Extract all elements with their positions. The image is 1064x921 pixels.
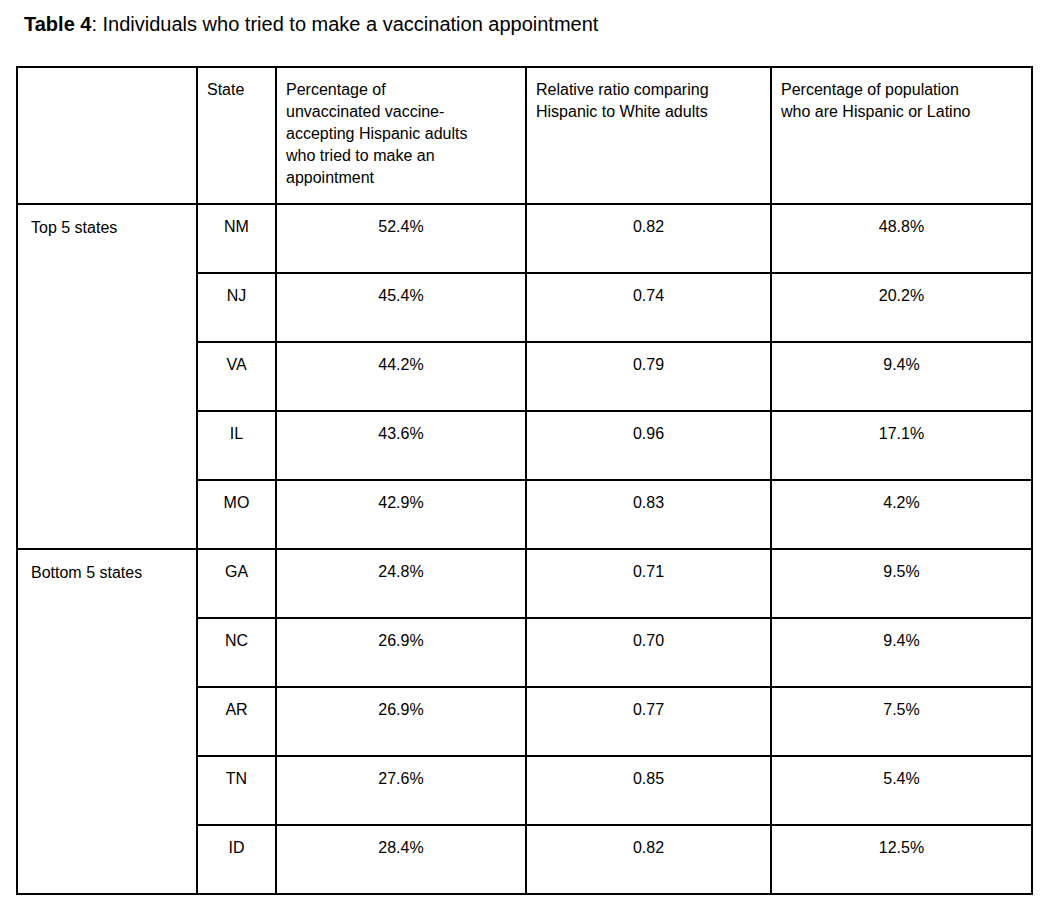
pct-pop-cell: 9.4% [771,618,1032,687]
state-cell: NM [197,204,276,273]
header-state: State [197,67,276,204]
header-row: State Percentage of unvaccinated vaccine… [17,67,1032,204]
table-caption-label: Table 4 [24,13,91,35]
pct-tried-cell: 26.9% [276,687,526,756]
pct-tried-cell: 24.8% [276,549,526,618]
pct-pop-cell: 7.5% [771,687,1032,756]
table-caption: Table 4: Individuals who tried to make a… [24,11,598,37]
pct-pop-cell: 9.5% [771,549,1032,618]
pct-tried-cell: 42.9% [276,480,526,549]
state-cell: NJ [197,273,276,342]
header-pct-population: Percentage of population who are Hispani… [771,67,1032,204]
ratio-cell: 0.82 [526,204,771,273]
vaccination-table: State Percentage of unvaccinated vaccine… [16,66,1033,895]
state-cell: AR [197,687,276,756]
ratio-cell: 0.79 [526,342,771,411]
ratio-cell: 0.96 [526,411,771,480]
pct-tried-cell: 52.4% [276,204,526,273]
pct-tried-cell: 26.9% [276,618,526,687]
pct-pop-cell: 48.8% [771,204,1032,273]
page: Table 4: Individuals who tried to make a… [0,0,1064,921]
pct-tried-cell: 28.4% [276,825,526,894]
pct-tried-cell: 45.4% [276,273,526,342]
header-pct-tried: Percentage of unvaccinated vaccine- acce… [276,67,526,204]
ratio-cell: 0.83 [526,480,771,549]
pct-pop-cell: 17.1% [771,411,1032,480]
corner-cell [17,67,197,204]
state-cell: GA [197,549,276,618]
ratio-cell: 0.74 [526,273,771,342]
pct-pop-cell: 20.2% [771,273,1032,342]
pct-pop-cell: 12.5% [771,825,1032,894]
ratio-cell: 0.82 [526,825,771,894]
ratio-cell: 0.71 [526,549,771,618]
pct-pop-cell: 4.2% [771,480,1032,549]
table-row: Bottom 5 states GA 24.8% 0.71 9.5% [17,549,1032,618]
pct-tried-cell: 43.6% [276,411,526,480]
state-cell: IL [197,411,276,480]
pct-tried-cell: 27.6% [276,756,526,825]
table-row: Top 5 states NM 52.4% 0.82 48.8% [17,204,1032,273]
group-label-bottom5: Bottom 5 states [17,549,197,894]
ratio-cell: 0.85 [526,756,771,825]
ratio-cell: 0.77 [526,687,771,756]
pct-pop-cell: 5.4% [771,756,1032,825]
group-label-top5: Top 5 states [17,204,197,549]
state-cell: TN [197,756,276,825]
state-cell: ID [197,825,276,894]
state-cell: MO [197,480,276,549]
pct-pop-cell: 9.4% [771,342,1032,411]
state-cell: VA [197,342,276,411]
table-caption-text: : Individuals who tried to make a vaccin… [91,13,598,35]
header-relative-ratio: Relative ratio comparing Hispanic to Whi… [526,67,771,204]
ratio-cell: 0.70 [526,618,771,687]
state-cell: NC [197,618,276,687]
pct-tried-cell: 44.2% [276,342,526,411]
